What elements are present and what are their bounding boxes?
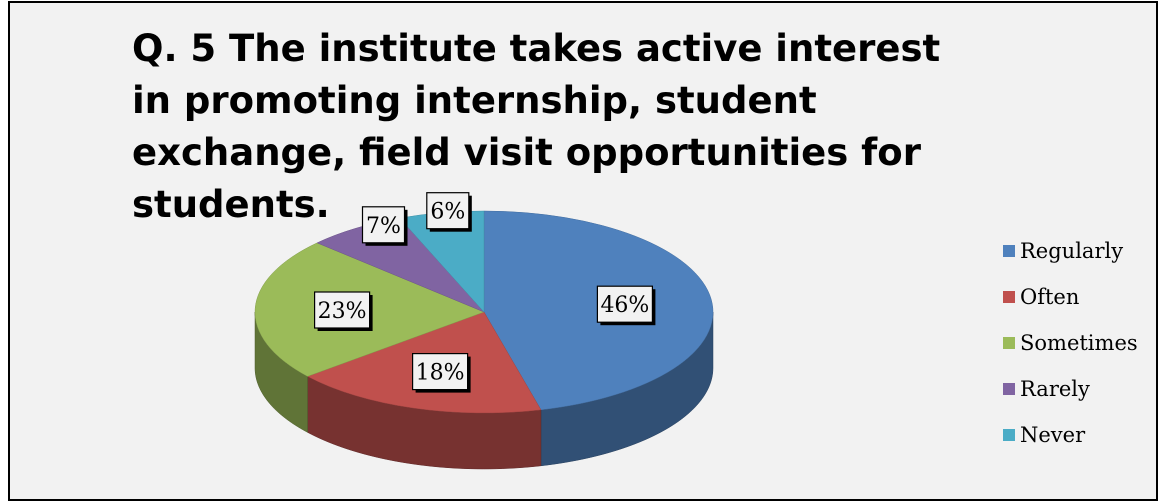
legend-item-sometimes: Sometimes: [1003, 320, 1138, 366]
data-label-text: 46%: [600, 293, 649, 318]
legend-item-often: Often: [1003, 274, 1138, 320]
legend-label: Often: [1020, 285, 1080, 309]
data-label-regularly: 46%: [596, 285, 656, 326]
legend-label: Rarely: [1020, 377, 1090, 401]
data-label-text: 23%: [318, 299, 367, 324]
pie-data-labels: 46% 18% 23% 7% 6%: [314, 192, 656, 393]
data-label-rarely: 7%: [361, 206, 408, 246]
legend-swatch: [1003, 429, 1015, 441]
legend-swatch: [1003, 245, 1015, 257]
legend-label: Regularly: [1020, 239, 1124, 263]
chart-title: Q. 5 The institute takes active interest…: [132, 27, 941, 226]
data-label-text: 6%: [430, 200, 465, 225]
data-label-never: 6%: [426, 192, 472, 232]
data-label-text: 18%: [416, 361, 465, 386]
data-label-sometimes: 23%: [314, 291, 373, 331]
pie-chart: 46% 18% 23% 7% 6%: [254, 192, 714, 470]
legend: Regularly Often Sometimes Rarely Never: [1003, 228, 1138, 458]
data-label-text: 7%: [366, 214, 401, 239]
legend-item-never: Never: [1003, 412, 1138, 458]
legend-item-regularly: Regularly: [1003, 228, 1138, 274]
legend-label: Sometimes: [1020, 331, 1138, 355]
legend-swatch: [1003, 291, 1015, 303]
data-label-often: 18%: [412, 353, 471, 393]
legend-swatch: [1003, 337, 1015, 349]
legend-item-rarely: Rarely: [1003, 366, 1138, 412]
legend-swatch: [1003, 383, 1015, 395]
legend-label: Never: [1020, 423, 1086, 447]
pie-sides: [254, 311, 714, 470]
